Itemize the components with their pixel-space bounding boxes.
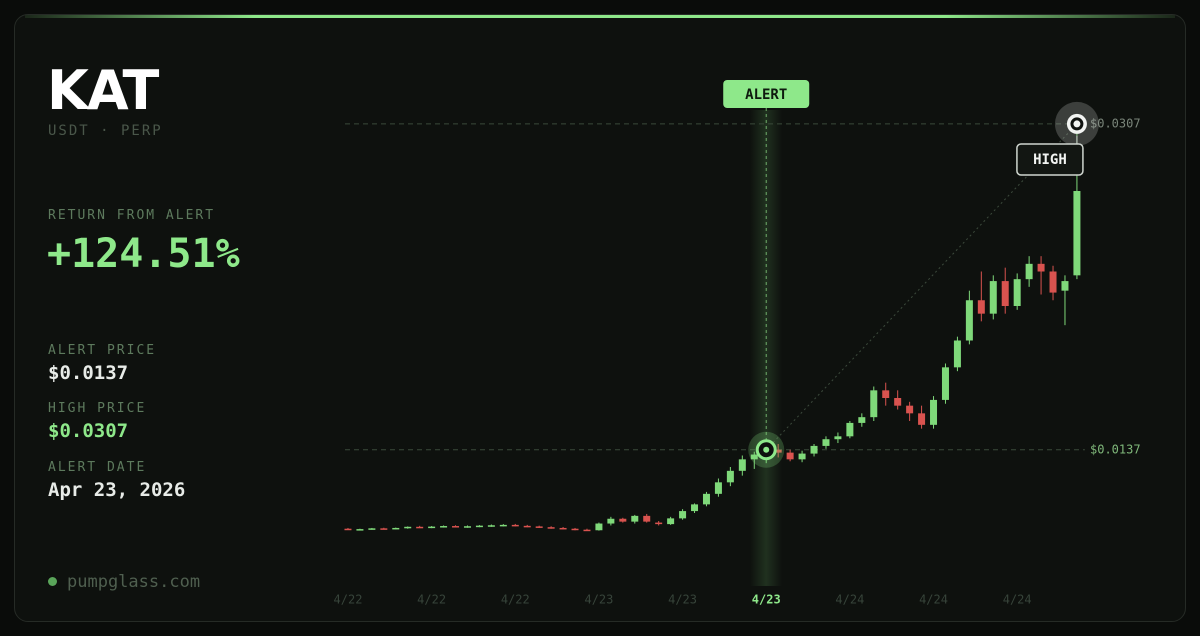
candle-body (583, 529, 591, 532)
candle-body (774, 449, 782, 453)
candle-body (392, 527, 400, 530)
candle-body (559, 527, 567, 530)
site-dot (48, 577, 57, 586)
reference-label: $0.0307 (1090, 116, 1141, 130)
candle-body (440, 526, 448, 528)
x-tick-label: 4/23 (584, 593, 613, 607)
candle-body (404, 526, 412, 529)
candle-body (810, 445, 818, 454)
candle-body (750, 454, 758, 460)
x-tick-label: 4/23 (752, 593, 781, 607)
candle-body (475, 525, 483, 528)
candle-body (547, 527, 555, 529)
card: KAT USDT · PERP RETURN FROM ALERT +124.5… (14, 14, 1186, 622)
candle-body (571, 528, 579, 531)
high-badge (1016, 143, 1084, 176)
candle-body (655, 522, 663, 525)
alert-badge-text: ALERT (745, 87, 787, 103)
candle-body (499, 524, 507, 527)
candle-body (726, 470, 734, 483)
candle-body (1025, 263, 1033, 280)
stat-label: ALERT DATE (48, 460, 147, 475)
candle-body (702, 493, 710, 505)
candle-body (977, 300, 985, 314)
candle-body (487, 525, 495, 527)
candle-body (428, 526, 436, 529)
candle-body (882, 390, 890, 398)
candle-body (1073, 191, 1081, 276)
candle-body (679, 511, 687, 519)
candle-body (523, 525, 531, 528)
stat-value: $0.0137 (48, 362, 129, 384)
x-tick-label: 4/23 (668, 593, 697, 607)
candle-body (356, 529, 364, 531)
candle-body (368, 528, 376, 530)
candle-body (822, 439, 830, 446)
candle-body (643, 515, 651, 522)
candle-body (834, 436, 842, 440)
high-marker-dot (1073, 120, 1081, 128)
candle-body (714, 482, 722, 494)
x-tick-label: 4/22 (501, 593, 530, 607)
candle-body (846, 422, 854, 437)
candle-body (965, 300, 973, 341)
candle-body (667, 518, 675, 525)
stat-label: ALERT PRICE (48, 343, 157, 358)
candle-body (463, 526, 471, 528)
stat-value: $0.0307 (48, 420, 129, 442)
candle-body (1001, 281, 1009, 306)
stat-value: Apr 23, 2026 (48, 479, 186, 501)
candle-body (1049, 271, 1057, 293)
candle-body (858, 417, 866, 423)
x-tick-label: 4/24 (835, 593, 864, 607)
candle-body (452, 526, 460, 528)
trend-line (765, 123, 1078, 451)
candle-body (380, 528, 388, 530)
return-label: RETURN FROM ALERT (48, 208, 216, 223)
candle-body (1013, 279, 1021, 306)
candle-body (918, 413, 926, 425)
candle-body (1037, 263, 1045, 272)
candle-body (906, 405, 914, 414)
x-tick-label: 4/22 (417, 593, 446, 607)
x-tick-label: 4/22 (334, 593, 363, 607)
candle-body (1061, 281, 1069, 291)
candle-body (798, 453, 806, 460)
high-badge-text: HIGH (1033, 152, 1067, 168)
accent-line (25, 15, 1175, 18)
candle-body (691, 504, 699, 512)
candle-body (595, 523, 603, 531)
candle-body (607, 518, 615, 524)
symbol: KAT (47, 59, 159, 122)
x-tick-label: 4/24 (919, 593, 948, 607)
x-tick-label: 4/24 (1003, 593, 1032, 607)
candle-body (870, 390, 878, 418)
alert-badge (723, 80, 810, 108)
pair: USDT · PERP (48, 123, 163, 139)
candle-body (930, 399, 938, 425)
candle-body (738, 459, 746, 471)
candle-body (786, 452, 794, 460)
candle-body (416, 526, 424, 529)
stat-label: HIGH PRICE (48, 401, 147, 416)
candle-body (344, 528, 352, 531)
candle-body (535, 526, 543, 528)
candle-body (894, 398, 902, 406)
candle-body (631, 515, 639, 522)
return-value: +124.51% (47, 231, 240, 277)
site: pumpglass.com (67, 572, 201, 592)
alert-marker-dot (763, 446, 770, 453)
candle-body (953, 340, 961, 368)
candle-body (989, 281, 997, 314)
candle-body (511, 524, 519, 527)
candle-body (619, 518, 627, 522)
candle-body (941, 367, 949, 400)
reference-label: $0.0137 (1090, 442, 1141, 456)
